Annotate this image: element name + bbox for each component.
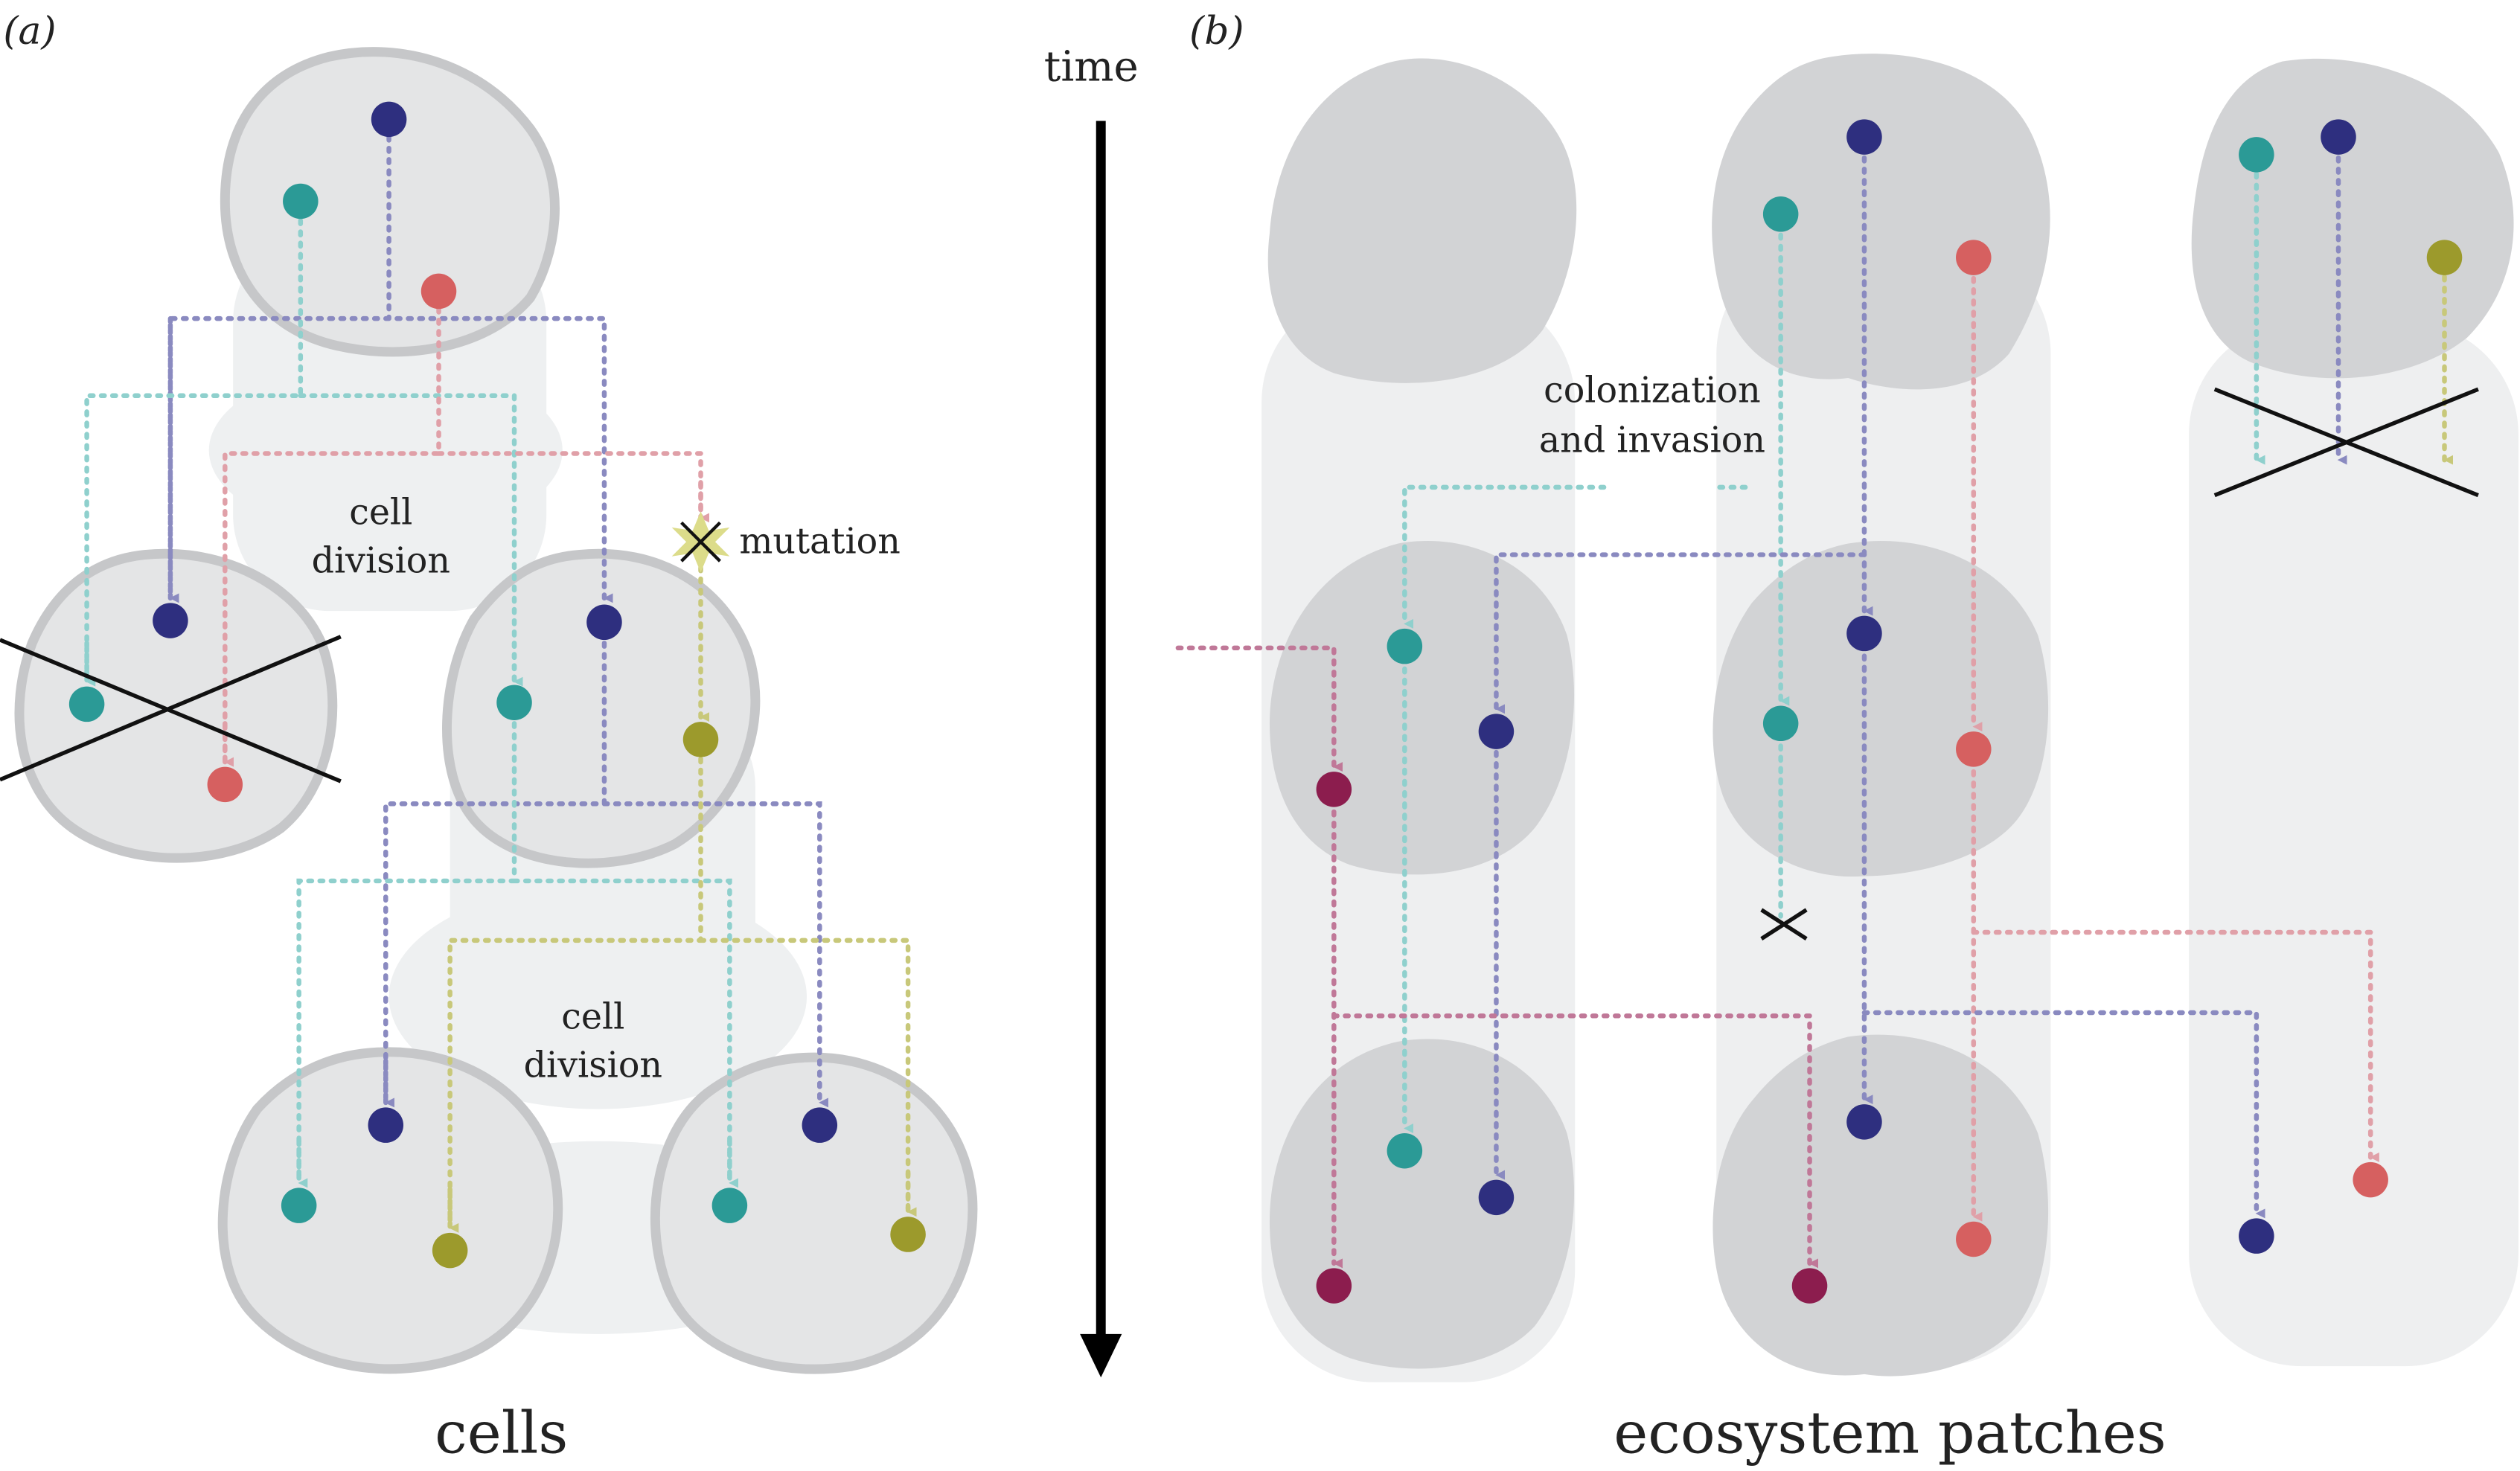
panel-b-caption: ecosystem patches xyxy=(1614,1400,2166,1467)
dot-navy xyxy=(1478,1179,1515,1216)
dot-olive xyxy=(2426,240,2463,275)
cell-division-label-bottom-1: cell xyxy=(561,997,624,1038)
dot-navy xyxy=(586,604,622,641)
panel-a-lineages xyxy=(84,134,917,1233)
dot-navy xyxy=(153,603,188,638)
lineage-coral-spread xyxy=(1971,929,2379,1162)
mutation-label: mutation xyxy=(739,521,901,562)
panel-a-tag: (a) xyxy=(3,9,56,54)
cell-daughter-left xyxy=(217,1047,563,1374)
panel-b-tag: (b) xyxy=(1189,9,1244,54)
dot-olive xyxy=(890,1217,926,1252)
lineage-teal-a4 xyxy=(296,721,732,1186)
dot-maroon xyxy=(1316,1268,1352,1304)
cell-daughter-right xyxy=(650,1052,978,1374)
dot-teal xyxy=(2239,137,2274,173)
patch-3-top xyxy=(2191,58,2514,379)
dot-coral xyxy=(1956,1221,1992,1257)
small-extinction-cross-icon xyxy=(1760,908,1808,940)
dot-teal xyxy=(281,1188,317,1223)
dot-navy xyxy=(802,1107,838,1143)
dot-coral xyxy=(207,766,243,803)
lineage-teal-colonize xyxy=(1402,484,1607,629)
lineage-teal-a xyxy=(84,218,517,685)
cell-division-label-top-1: cell xyxy=(349,493,412,533)
dot-teal xyxy=(1387,628,1423,664)
extinction-cross-icon xyxy=(2213,387,2479,498)
lineage-navy-a3 xyxy=(383,641,822,1106)
lineage-navy-spread xyxy=(1861,1010,2265,1219)
dot-coral xyxy=(420,273,457,310)
dot-olive xyxy=(682,722,719,757)
patch-1-top xyxy=(1267,58,1577,383)
panel-b-lineages xyxy=(1175,155,2454,1269)
lineage-navy-colonize xyxy=(1494,552,1867,714)
time-label: time xyxy=(1044,43,1139,92)
dot-coral xyxy=(2353,1161,2388,1198)
dot-coral xyxy=(1956,240,1992,275)
patch-2-mid xyxy=(1712,540,2049,877)
dot-teal xyxy=(68,686,105,722)
dot-navy xyxy=(2321,119,2356,155)
cell-division-label-bottom-2: division xyxy=(524,1045,662,1086)
dot-teal xyxy=(496,685,532,720)
dot-teal xyxy=(1762,705,1799,742)
dot-navy xyxy=(1846,615,1882,652)
lineage-maroon-invade xyxy=(1175,645,1343,772)
panel-a-caption: cells xyxy=(435,1400,568,1467)
dot-navy xyxy=(368,1107,404,1143)
dot-maroon xyxy=(1791,1268,1828,1304)
cell-mutant-parent xyxy=(442,548,761,868)
colonization-label-1: colonization xyxy=(1544,370,1761,411)
dot-navy xyxy=(1846,1104,1882,1140)
cell-division-label-top-2: division xyxy=(312,540,450,581)
colonization-label-2: and invasion xyxy=(1539,420,1765,461)
dot-teal xyxy=(1762,196,1799,232)
dot-teal xyxy=(711,1188,748,1223)
dot-navy xyxy=(1478,714,1515,749)
panel-a: (a) cell division mutation cell division… xyxy=(0,9,978,1467)
time-arrow-head-icon xyxy=(1080,1333,1122,1378)
death-cross-icon xyxy=(0,635,342,783)
time-axis: time xyxy=(1044,43,1139,1378)
lineage-maroon-spread xyxy=(1331,1013,1819,1269)
dot-navy xyxy=(2239,1218,2274,1254)
dot-teal xyxy=(1387,1132,1423,1169)
mutation-star-icon xyxy=(671,511,730,573)
panel-b: (b) colonization and invasion ecosystem … xyxy=(1175,9,2519,1467)
dot-navy xyxy=(371,101,407,138)
panel-b-dots xyxy=(1316,119,2463,1304)
dot-maroon xyxy=(1316,772,1352,807)
dot-teal xyxy=(283,183,319,219)
dot-olive xyxy=(432,1232,468,1269)
patch-2-top xyxy=(1712,54,2050,390)
dot-coral xyxy=(1956,731,1992,767)
lineage-olive-a2 xyxy=(447,756,911,1231)
panel-a-dots xyxy=(68,101,926,1269)
dot-navy xyxy=(1846,119,1882,155)
